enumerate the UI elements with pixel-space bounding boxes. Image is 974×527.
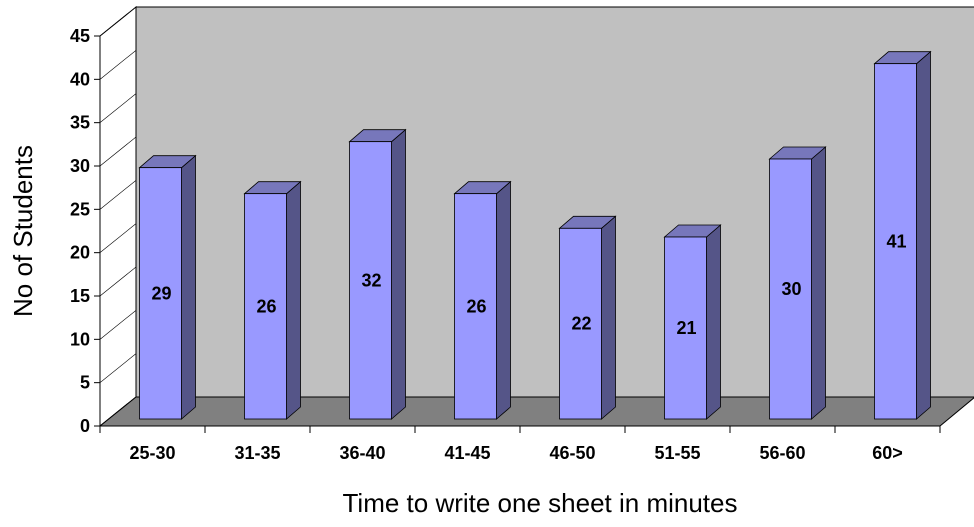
bar-side [497, 182, 511, 419]
bar-side [917, 52, 931, 419]
x-tick-label: 31-35 [234, 443, 280, 463]
data-label: 41 [886, 231, 906, 251]
chart-floor [100, 397, 974, 426]
y-tick-label: 35 [70, 113, 90, 133]
x-tick-label: 60> [872, 443, 903, 463]
chart-side-wall [100, 7, 136, 426]
x-axis-title: Time to write one sheet in minutes [343, 488, 738, 518]
data-label: 21 [676, 318, 696, 338]
data-label: 26 [256, 296, 276, 316]
data-label: 29 [151, 283, 171, 303]
x-tick-label: 46-50 [549, 443, 595, 463]
y-tick-label: 30 [70, 156, 90, 176]
y-tick-label: 0 [80, 416, 90, 436]
y-tick-label: 45 [70, 26, 90, 46]
y-tick-label: 5 [80, 373, 90, 393]
data-label: 32 [361, 270, 381, 290]
y-tick-label: 10 [70, 329, 90, 349]
bar-side [707, 225, 721, 419]
x-tick-label: 36-40 [339, 443, 385, 463]
data-label: 30 [781, 279, 801, 299]
bar-side [812, 147, 826, 419]
y-tick-label: 20 [70, 243, 90, 263]
bar-side [602, 216, 616, 419]
data-label: 22 [571, 314, 591, 334]
y-tick-label: 25 [70, 199, 90, 219]
x-axis: 25-30 31-35 36-40 41-45 46-50 51-55 56-60 60> [100, 426, 940, 463]
y-axis-title: No of Students [8, 145, 38, 317]
x-tick-label: 41-45 [444, 443, 490, 463]
bar-side [287, 182, 301, 419]
y-tick-label: 15 [70, 286, 90, 306]
x-tick-label: 51-55 [654, 443, 700, 463]
bar-side [392, 130, 406, 419]
bar-side [182, 156, 196, 419]
x-tick-label: 56-60 [759, 443, 805, 463]
x-tick-label: 25-30 [129, 443, 175, 463]
y-tick-label: 40 [70, 69, 90, 89]
data-label: 26 [466, 296, 486, 316]
